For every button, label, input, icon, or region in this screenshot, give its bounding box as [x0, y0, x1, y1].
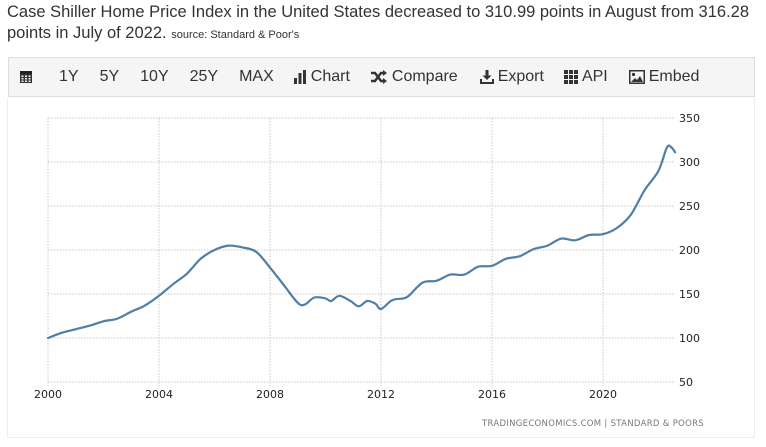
export-label: Export [497, 68, 544, 85]
chart-credit: TRADINGECONOMICS.COM | STANDARD & POORS [481, 419, 704, 429]
x-tick-labels: 2000 2004 2008 2012 2016 2020 [34, 388, 617, 401]
series-line-case-shiller [46, 144, 677, 340]
range-max-label: MAX [239, 68, 274, 85]
range-5y-button[interactable]: 5Y [100, 68, 120, 86]
range-10y-label: 10Y [140, 68, 169, 85]
api-button[interactable]: API [563, 68, 608, 86]
y-tick-label: 300 [679, 156, 700, 169]
range-5y-label: 5Y [99, 68, 120, 85]
x-tick-label: 2020 [589, 388, 617, 401]
x-tick-label: 2008 [256, 388, 284, 401]
source-label: source: Standard & Poor's [171, 29, 300, 41]
headline-text: Case Shiller Home Price Index in the Uni… [7, 3, 750, 42]
bar-chart-icon [293, 70, 307, 84]
chart-toolbar: 1Y 5Y 10Y 25Y MAX Chart Compare Export A… [8, 57, 755, 97]
image-icon [628, 70, 645, 84]
chart-label: Chart [310, 68, 350, 85]
range-10y-button[interactable]: 10Y [140, 68, 168, 86]
x-tick-label: 2004 [145, 388, 173, 401]
range-1y-label: 1Y [59, 68, 79, 85]
embed-button[interactable]: Embed [628, 68, 700, 86]
range-1y-button[interactable]: 1Y [59, 68, 79, 86]
y-tick-label: 350 [679, 112, 700, 125]
y-gridlines [48, 117, 675, 383]
download-icon [479, 70, 494, 84]
x-tick-label: 2016 [478, 388, 506, 401]
shuffle-icon [370, 70, 388, 84]
y-tick-label: 250 [679, 200, 700, 213]
y-tick-label: 50 [679, 376, 693, 389]
y-tick-labels: 50 100 150 200 250 300 350 [679, 112, 700, 389]
chart-button[interactable]: Chart [293, 68, 350, 86]
embed-label: Embed [648, 68, 700, 85]
range-25y-label: 25Y [189, 68, 219, 85]
calendar-button[interactable] [19, 70, 37, 84]
calendar-icon [19, 70, 33, 84]
api-label: API [581, 68, 608, 85]
y-tick-label: 200 [679, 244, 700, 257]
grid-icon [563, 70, 578, 84]
compare-label: Compare [391, 68, 458, 85]
y-tick-label: 100 [679, 332, 700, 345]
range-25y-button[interactable]: 25Y [190, 68, 218, 86]
range-max-button[interactable]: MAX [239, 68, 274, 86]
chart-container [7, 98, 755, 438]
compare-button[interactable]: Compare [370, 68, 458, 86]
y-tick-label: 150 [679, 288, 700, 301]
x-tick-label: 2012 [367, 388, 395, 401]
headline: Case Shiller Home Price Index in the Uni… [7, 2, 766, 46]
export-button[interactable]: Export [479, 68, 544, 86]
x-tick-label: 2000 [34, 388, 62, 401]
x-gridlines [47, 118, 604, 386]
